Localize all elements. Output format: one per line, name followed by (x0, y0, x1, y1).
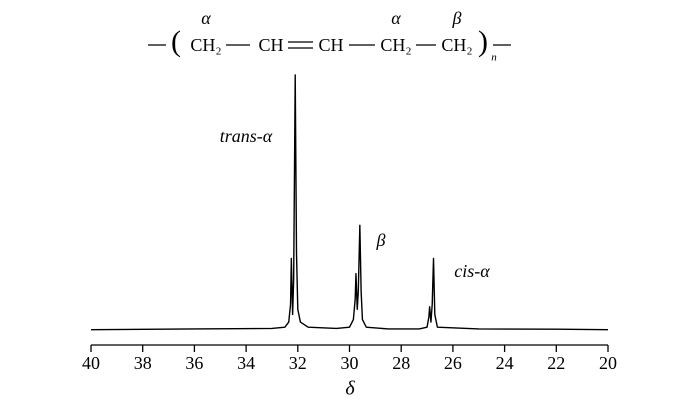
annotation: β (376, 230, 386, 250)
spectrum-line (90, 74, 609, 331)
x-tick-label: 30 (341, 353, 359, 373)
x-tick-label: 34 (237, 353, 255, 373)
annotation: cis-α (454, 261, 490, 281)
annotation: trans-α (220, 126, 273, 146)
paren: ( (171, 25, 181, 58)
group: CH (258, 35, 283, 55)
x-tick-label: 22 (547, 353, 565, 373)
group-label: α (391, 8, 401, 28)
group: CH (318, 35, 343, 55)
x-tick-label: 28 (392, 353, 410, 373)
group: CH₂ (380, 35, 411, 55)
x-tick-label: 32 (289, 353, 307, 373)
x-axis-label: δ (345, 378, 355, 400)
x-tick-label: 38 (134, 353, 152, 373)
group: CH₂ (441, 35, 472, 55)
x-tick-label: 20 (599, 353, 617, 373)
x-tick-label: 24 (496, 353, 514, 373)
group-label: β (452, 8, 462, 28)
group-label: α (201, 8, 211, 28)
paren: ) (478, 25, 488, 58)
formula: ( CH₂ CH CH CH₂ CH₂ ) n α α β (148, 8, 511, 64)
x-tick-label: 40 (82, 353, 100, 373)
x-tick-label: 26 (444, 353, 462, 373)
x-tick-label: 36 (185, 353, 203, 373)
repeat: n (491, 52, 497, 64)
group: CH₂ (190, 35, 221, 55)
